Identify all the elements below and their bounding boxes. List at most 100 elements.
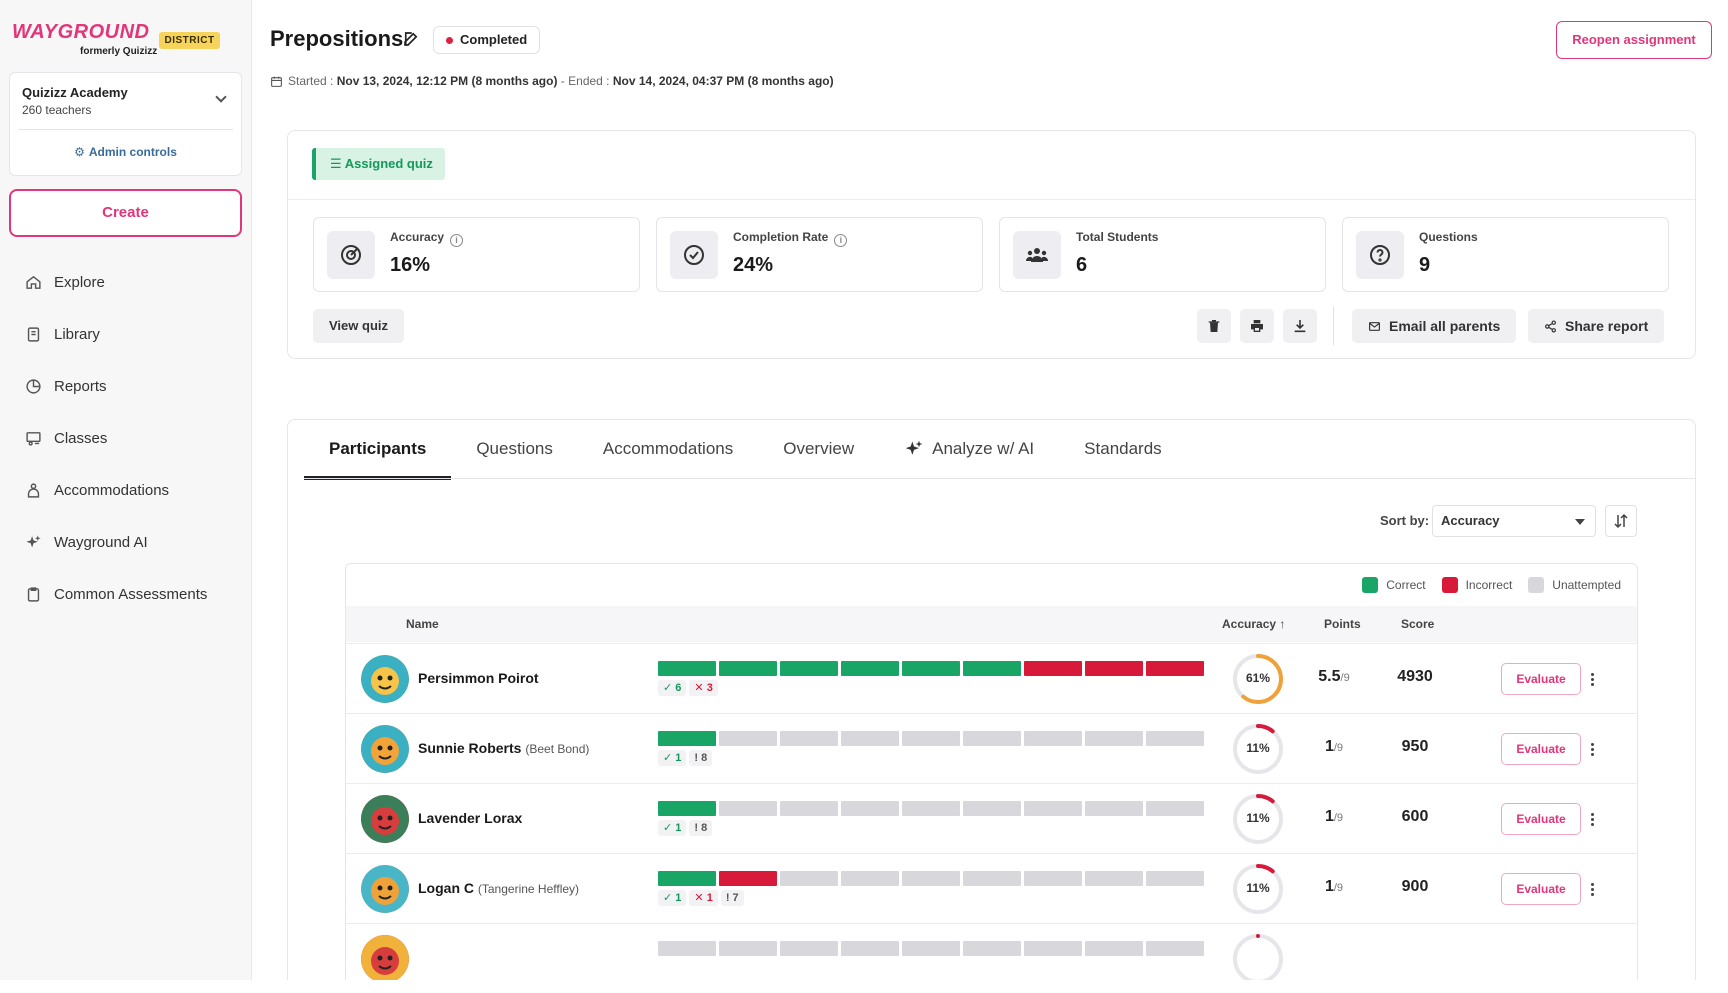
avatar bbox=[361, 865, 409, 913]
sidebar-item-wayground-ai[interactable]: Wayground AI bbox=[0, 516, 252, 568]
answer-segment-unattempted bbox=[780, 801, 838, 816]
info-icon[interactable]: i bbox=[450, 234, 464, 247]
answer-segment-unattempted bbox=[658, 941, 716, 956]
sidebar-item-library[interactable]: Library bbox=[0, 308, 252, 360]
accuracy-ring bbox=[1233, 654, 1283, 704]
header-score[interactable]: Score bbox=[1401, 617, 1435, 631]
create-button[interactable]: Create bbox=[9, 189, 242, 237]
legend-unattempted: Unattempted bbox=[1528, 577, 1621, 593]
sort-select[interactable]: Accuracy bbox=[1432, 505, 1596, 537]
tab-participants[interactable]: Participants bbox=[304, 420, 452, 480]
table-row[interactable]: Lavender Lorax ✓ 1! 8 11% 1/9 600 Evaluate bbox=[346, 783, 1637, 853]
accuracy-value: 11% bbox=[1246, 881, 1270, 895]
more-options-icon[interactable] bbox=[1586, 877, 1598, 901]
table-row[interactable] bbox=[346, 923, 1637, 993]
answer-segment-unattempted bbox=[1024, 871, 1082, 886]
answer-segment-unattempted bbox=[1024, 801, 1082, 816]
answer-segment-incorrect bbox=[1024, 661, 1082, 676]
brand-subtitle: formerly Quizizz bbox=[80, 46, 158, 57]
participant-name[interactable]: Sunnie Roberts (Beet Bond) bbox=[418, 740, 590, 756]
sidebar-item-explore[interactable]: Explore bbox=[0, 256, 252, 308]
stat-card-accuracy: Accuracy i 16% bbox=[313, 217, 640, 292]
answer-counts: ✓ 1! 8 bbox=[658, 820, 713, 836]
evaluate-button[interactable]: Evaluate bbox=[1501, 733, 1581, 765]
tab-accommodations[interactable]: Accommodations bbox=[602, 439, 734, 458]
chevron-down-icon[interactable] bbox=[215, 91, 227, 103]
brand-logo: WAYGROUND bbox=[12, 21, 150, 43]
tab-questions[interactable]: Questions bbox=[476, 439, 553, 458]
stat-value: 16% bbox=[390, 254, 431, 276]
sort-order-button[interactable] bbox=[1605, 505, 1637, 537]
answer-segment-unattempted bbox=[841, 731, 899, 746]
answer-segment-unattempted bbox=[1085, 941, 1143, 956]
more-options-icon[interactable] bbox=[1586, 667, 1598, 691]
answer-segment-correct bbox=[841, 661, 899, 676]
print-button[interactable] bbox=[1240, 309, 1274, 343]
answer-segment-unattempted bbox=[1085, 731, 1143, 746]
answer-bar bbox=[658, 801, 1204, 816]
unattempted-count: ! 8 bbox=[689, 750, 713, 766]
assignment-dates: Started : Nov 13, 2024, 12:12 PM (8 mont… bbox=[270, 74, 834, 88]
users-icon bbox=[1013, 231, 1061, 279]
reopen-assignment-button[interactable]: Reopen assignment bbox=[1556, 21, 1712, 59]
caret-down-icon bbox=[1575, 519, 1585, 525]
view-quiz-button[interactable]: View quiz bbox=[313, 309, 404, 343]
edit-icon[interactable] bbox=[402, 30, 420, 48]
accuracy-value: 11% bbox=[1246, 741, 1270, 755]
answer-counts: ✓ 1 ✕ 1! 7 bbox=[658, 890, 744, 906]
incorrect-count: ✕ 3 bbox=[689, 680, 718, 696]
header-name[interactable]: Name bbox=[406, 617, 439, 631]
evaluate-button[interactable]: Evaluate bbox=[1501, 663, 1581, 695]
sort-value: Accuracy bbox=[1441, 513, 1500, 528]
answer-segment-correct bbox=[902, 661, 960, 676]
sidebar-nav: Explore Library Reports Classes bbox=[0, 256, 252, 620]
participant-name[interactable]: Persimmon Poirot bbox=[418, 670, 539, 686]
table-row[interactable]: Persimmon Poirot ✓ 6 ✕ 3 61% 5.5/9 4930 Eval… bbox=[346, 643, 1637, 713]
answer-segment-unattempted bbox=[1146, 801, 1204, 816]
tab-standards[interactable]: Standards bbox=[1084, 439, 1162, 458]
participant-alias: (Tangerine Heffley) bbox=[477, 882, 580, 896]
arrow-up-icon: ↑ bbox=[1279, 617, 1286, 631]
more-options-icon[interactable] bbox=[1586, 807, 1598, 831]
brand[interactable]: WAYGROUND DISTRICT formerly Quizizz bbox=[12, 21, 220, 57]
more-options-icon[interactable] bbox=[1586, 737, 1598, 761]
org-switcher[interactable]: Quizizz Academy 260 teachers ⚙ Admin cont… bbox=[9, 72, 242, 176]
delete-button[interactable] bbox=[1197, 309, 1231, 343]
table-row[interactable]: Sunnie Roberts (Beet Bond) ✓ 1! 8 11% 1/9 9… bbox=[346, 713, 1637, 783]
status-dot bbox=[446, 37, 453, 44]
classes-icon bbox=[24, 429, 42, 447]
table-row[interactable]: Logan C (Tangerine Heffley) ✓ 1 ✕ 1! 7 11%… bbox=[346, 853, 1637, 923]
avatar-icon bbox=[361, 725, 409, 773]
sparkle-icon bbox=[24, 533, 42, 551]
evaluate-button[interactable]: Evaluate bbox=[1501, 803, 1581, 835]
answer-segment-unattempted bbox=[963, 871, 1021, 886]
participant-name[interactable]: Lavender Lorax bbox=[418, 810, 523, 826]
tab-label: Analyze w/ AI bbox=[932, 439, 1035, 458]
correct-count: ✓ 1 bbox=[658, 750, 687, 766]
header-accuracy[interactable]: Accuracy ↑ bbox=[1222, 617, 1286, 631]
header-points[interactable]: Points bbox=[1324, 617, 1361, 631]
evaluate-button[interactable]: Evaluate bbox=[1501, 873, 1581, 905]
check-circle-icon bbox=[670, 231, 718, 279]
admin-controls-link[interactable]: ⚙ Admin controls bbox=[10, 145, 241, 159]
share-report-button[interactable]: Share report bbox=[1528, 309, 1665, 343]
info-icon[interactable]: i bbox=[834, 234, 848, 247]
sidebar-item-classes[interactable]: Classes bbox=[0, 412, 252, 464]
assigned-quiz-chip: ☰ Assigned quiz bbox=[312, 148, 445, 180]
sidebar-item-accommodations[interactable]: Accommodations bbox=[0, 464, 252, 516]
participant-name[interactable]: Logan C (Tangerine Heffley) bbox=[418, 880, 580, 896]
answer-bar bbox=[658, 731, 1204, 746]
sidebar-item-common-assessments[interactable]: Common Assessments bbox=[0, 568, 252, 620]
download-button[interactable] bbox=[1283, 309, 1317, 343]
answer-segment-unattempted bbox=[780, 941, 838, 956]
email-all-parents-button[interactable]: Email all parents bbox=[1352, 309, 1517, 343]
stat-value: 24% bbox=[733, 254, 774, 276]
sidebar-item-reports[interactable]: Reports bbox=[0, 360, 252, 412]
tab-analyze-ai[interactable]: Analyze w/ AI bbox=[879, 420, 1059, 478]
tab-overview[interactable]: Overview bbox=[783, 439, 855, 458]
answer-segment-unattempted bbox=[841, 871, 899, 886]
answer-counts: ✓ 1! 8 bbox=[658, 750, 713, 766]
stat-label: Accuracy i bbox=[390, 230, 464, 247]
answer-segment-unattempted bbox=[963, 801, 1021, 816]
